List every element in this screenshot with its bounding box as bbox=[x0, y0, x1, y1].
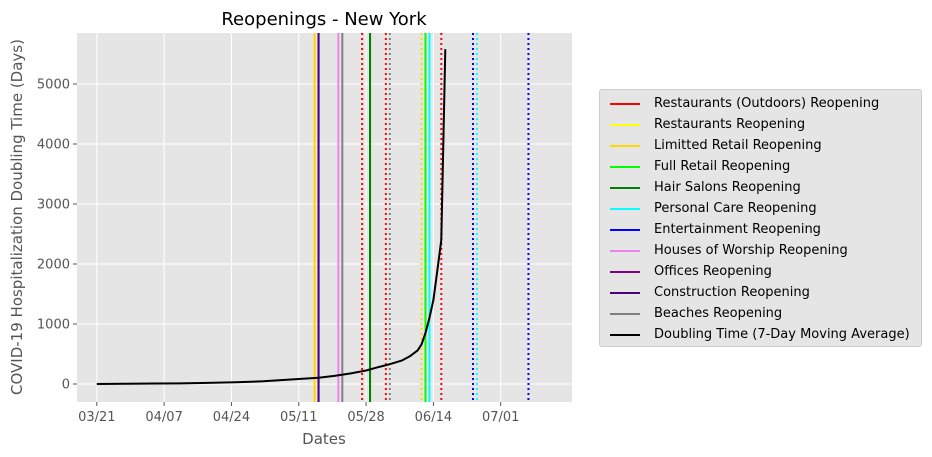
legend-item: Entertainment Reopening bbox=[610, 219, 921, 240]
legend-item: Houses of Worship Reopening bbox=[610, 240, 921, 261]
legend-label: Doubling Time (7-Day Moving Average) bbox=[654, 327, 910, 342]
y-tick-label: 2000 bbox=[37, 258, 70, 273]
legend-swatch bbox=[610, 207, 640, 210]
legend-label: Offices Reopening bbox=[654, 264, 772, 279]
legend-swatch bbox=[610, 123, 640, 126]
chart-title: Reopenings - New York bbox=[221, 9, 427, 30]
legend-label: Construction Reopening bbox=[654, 285, 810, 300]
x-tick-label: 06/14 bbox=[415, 410, 452, 425]
y-tick-label: 4000 bbox=[37, 138, 70, 153]
legend-label: Full Retail Reopening bbox=[654, 159, 791, 174]
legend-swatch bbox=[610, 270, 640, 273]
x-tick-label: 04/07 bbox=[145, 410, 182, 425]
legend-swatch bbox=[610, 165, 640, 168]
y-tick-labels: 0 1000 2000 3000 4000 5000 bbox=[37, 78, 77, 393]
legend-label: Hair Salons Reopening bbox=[654, 180, 801, 195]
legend: Restaurants (Outdoors) Reopening Restaura… bbox=[599, 89, 922, 347]
y-tick-label: 3000 bbox=[37, 198, 70, 213]
y-tick-label: 5000 bbox=[37, 78, 70, 93]
x-tick-label: 03/21 bbox=[78, 410, 115, 425]
legend-label: Restaurants Reopening bbox=[654, 117, 806, 132]
x-tick-label: 04/24 bbox=[213, 410, 250, 425]
x-tick-label: 07/01 bbox=[482, 410, 519, 425]
x-tick-label: 05/11 bbox=[280, 410, 317, 425]
x-tick-label: 05/28 bbox=[347, 410, 384, 425]
legend-label: Limitted Retail Reopening bbox=[654, 138, 822, 153]
legend-label: Personal Care Reopening bbox=[654, 201, 817, 216]
legend-item: Offices Reopening bbox=[610, 261, 921, 282]
legend-item: Personal Care Reopening bbox=[610, 198, 921, 219]
legend-label: Beaches Reopening bbox=[654, 306, 783, 321]
legend-item: Restaurants Reopening bbox=[610, 114, 921, 135]
legend-label: Restaurants (Outdoors) Reopening bbox=[654, 96, 880, 111]
legend-item: Restaurants (Outdoors) Reopening bbox=[610, 93, 921, 114]
legend-swatch bbox=[610, 249, 640, 252]
legend-item: Construction Reopening bbox=[610, 282, 921, 303]
legend-item: Hair Salons Reopening bbox=[610, 177, 921, 198]
legend-label: Houses of Worship Reopening bbox=[654, 243, 848, 258]
series-lines bbox=[96, 49, 447, 385]
legend-item: Doubling Time (7-Day Moving Average) bbox=[610, 324, 921, 345]
doubling-time-line bbox=[96, 49, 447, 385]
legend-swatch bbox=[610, 186, 640, 189]
plot-background bbox=[77, 33, 572, 402]
legend-swatch bbox=[610, 144, 640, 147]
legend-swatch bbox=[610, 312, 640, 315]
legend-swatch bbox=[610, 102, 640, 105]
legend-label: Entertainment Reopening bbox=[654, 222, 821, 237]
legend-item: Full Retail Reopening bbox=[610, 156, 921, 177]
x-tick-labels: 03/21 04/07 04/24 05/11 05/28 06/14 07/01 bbox=[78, 402, 519, 425]
legend-swatch bbox=[610, 228, 640, 231]
y-tick-label: 1000 bbox=[37, 318, 70, 333]
reopening-lines bbox=[313, 33, 530, 402]
legend-swatch bbox=[610, 333, 640, 336]
y-axis-title: COVID-19 Hospitalization Doubling Time (… bbox=[8, 39, 26, 395]
y-tick-label: 0 bbox=[62, 378, 70, 393]
legend-item: Beaches Reopening bbox=[610, 303, 921, 324]
legend-swatch bbox=[610, 291, 640, 294]
legend-item: Limitted Retail Reopening bbox=[610, 135, 921, 156]
x-axis-title: Dates bbox=[302, 430, 346, 448]
